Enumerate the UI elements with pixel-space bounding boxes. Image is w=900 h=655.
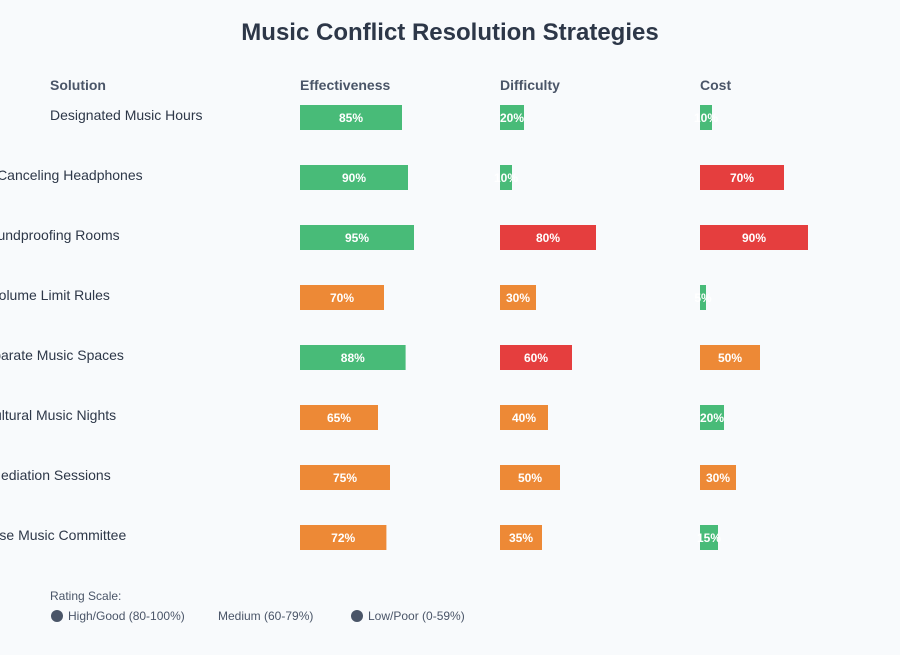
table-row: Soundproofing Rooms 95% 80% 90% [0,225,808,250]
legend-label-low: Low/Poor (0-59%) [368,609,465,623]
difficulty-bar [500,285,536,310]
cost-bar [700,105,712,130]
table-row: Noise Canceling Headphones 90% 10% 70% [0,165,784,190]
cost-value-label: 5% [694,291,712,305]
effectiveness-bar [300,285,384,310]
solution-label: Mediation Sessions [0,467,111,483]
solution-label: Separate Music Spaces [0,347,124,363]
effectiveness-value-label: 72% [331,531,355,545]
solution-label: Soundproofing Rooms [0,227,120,243]
difficulty-value-label: 50% [518,471,542,485]
effectiveness-value-label: 95% [345,231,369,245]
legend-title: Rating Scale: [50,589,121,603]
cost-bar [700,525,718,550]
difficulty-bar [500,105,524,130]
effectiveness-value-label: 75% [333,471,357,485]
column-header-difficulty: Difficulty [500,77,560,93]
cost-value-label: 70% [730,171,754,185]
cost-value-label: 20% [700,411,724,425]
solution-label: House Music Committee [0,527,126,543]
legend-marker-high [51,610,63,622]
table-row: Separate Music Spaces 88% 60% 50% [0,345,760,370]
cost-bar [700,405,724,430]
difficulty-bar [500,405,548,430]
cost-value-label: 90% [742,231,766,245]
effectiveness-value-label: 88% [341,351,365,365]
difficulty-value-label: 80% [536,231,560,245]
difficulty-value-label: 60% [524,351,548,365]
difficulty-value-label: 30% [506,291,530,305]
solution-label: Noise Canceling Headphones [0,167,143,183]
difficulty-value-label: 40% [512,411,536,425]
table-row: Cultural Music Nights 65% 40% 20% [0,405,724,430]
solution-label: Volume Limit Rules [0,287,110,303]
difficulty-bar [500,225,596,250]
cost-bar [700,465,736,490]
difficulty-bar [500,165,512,190]
column-header-effectiveness: Effectiveness [300,77,390,93]
cost-value-label: 50% [718,351,742,365]
effectiveness-bar [300,165,408,190]
column-header-solution: Solution [50,77,106,93]
legend-marker-low [351,610,363,622]
chart-title: Music Conflict Resolution Strategies [241,19,658,46]
cost-bar [700,345,760,370]
effectiveness-value-label: 90% [342,171,366,185]
effectiveness-bar [300,225,414,250]
effectiveness-bar [300,345,406,370]
cost-bar [700,165,784,190]
cost-value-label: 15% [697,531,721,545]
table-row: House Music Committee 72% 35% 15% [0,525,721,550]
cost-value-label: 10% [694,111,718,125]
solution-label: Designated Music Hours [50,107,203,123]
difficulty-bar [500,345,572,370]
legend: Rating Scale: High/Good (80-100%) Medium… [50,589,465,623]
effectiveness-bar [300,405,378,430]
effectiveness-value-label: 85% [339,111,363,125]
difficulty-value-label: 20% [500,111,524,125]
difficulty-value-label: 35% [509,531,533,545]
table-row: Volume Limit Rules 70% 30% 5% [0,285,712,310]
cost-bar [700,225,808,250]
difficulty-value-label: 10% [494,171,518,185]
solution-label: Cultural Music Nights [0,407,116,423]
effectiveness-value-label: 70% [330,291,354,305]
effectiveness-bar [300,525,387,550]
table-row: Designated Music Hours 85% 20% 10% [50,105,718,130]
table-row: Mediation Sessions 75% 50% 30% [0,465,736,490]
cost-value-label: 30% [706,471,730,485]
effectiveness-bar [300,465,390,490]
effectiveness-value-label: 65% [327,411,351,425]
cost-bar [700,285,706,310]
effectiveness-bar [300,105,402,130]
difficulty-bar [500,465,560,490]
column-header-cost: Cost [700,77,731,93]
legend-label-medium: Medium (60-79%) [218,609,313,623]
difficulty-bar [500,525,542,550]
legend-label-high: High/Good (80-100%) [68,609,185,623]
